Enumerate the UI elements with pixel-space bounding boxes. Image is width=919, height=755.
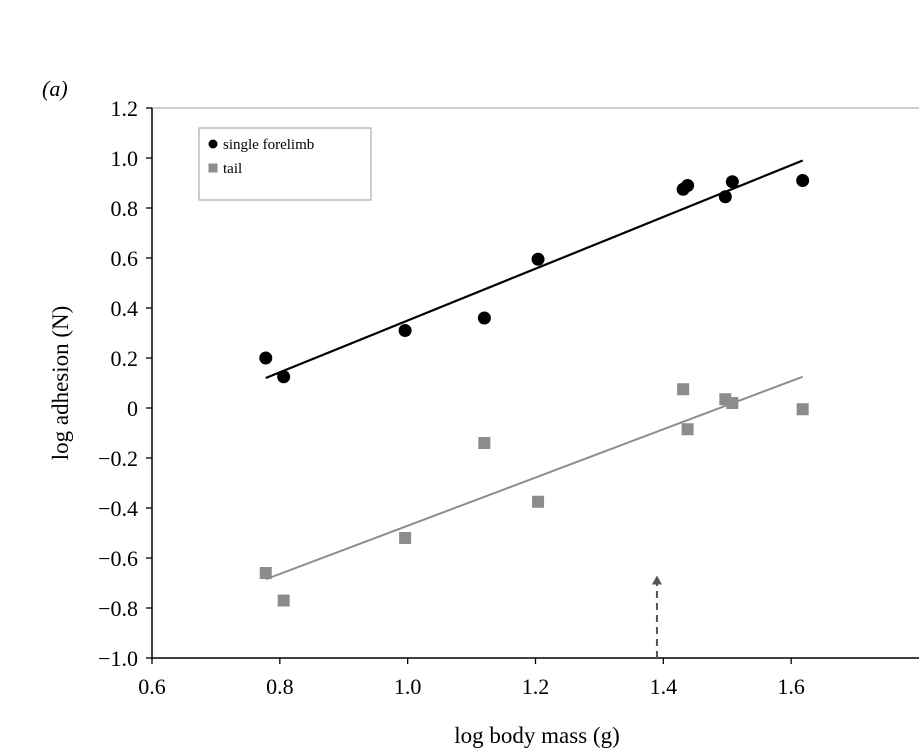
x-tick-label: 1.4 <box>650 674 678 699</box>
fit-line <box>265 159 804 380</box>
y-tick-label: 0.2 <box>111 346 139 371</box>
y-tick-label: 0.8 <box>111 196 139 221</box>
x-tick-label: 0.6 <box>138 674 166 699</box>
data-point <box>399 532 412 544</box>
data-point <box>532 495 545 508</box>
y-tick-label: 1.2 <box>111 96 139 121</box>
series-single-forelimb <box>259 159 810 384</box>
data-point <box>796 174 810 187</box>
x-axis-title: log body mass (g) <box>454 723 619 748</box>
data-point <box>681 179 695 192</box>
annotation-layer <box>651 575 662 658</box>
data-point <box>718 190 732 204</box>
data-point <box>677 383 690 396</box>
y-tick-label: −1.0 <box>98 646 138 671</box>
legend-label: tail <box>223 161 242 177</box>
x-tick-label: 1.0 <box>394 674 422 699</box>
data-point <box>277 594 290 607</box>
data-point <box>725 175 739 189</box>
x-tick-label: 1.2 <box>522 674 550 699</box>
data-point <box>681 423 694 436</box>
y-tick-label: 0.6 <box>111 246 139 271</box>
y-tick-label: 1.0 <box>111 146 139 171</box>
fit-line <box>265 375 804 581</box>
x-tick-label: 1.6 <box>777 674 805 699</box>
axes: 1.21.00.80.60.40.20−0.2−0.4−0.6−0.8−1.00… <box>98 96 919 699</box>
data-point <box>398 324 412 337</box>
legend-box <box>198 127 372 201</box>
x-tick-label: 0.8 <box>266 674 294 699</box>
legend-marker-circle <box>208 139 218 149</box>
legend-marker-square <box>208 163 218 173</box>
series-tail <box>259 375 809 607</box>
y-tick-label: −0.6 <box>98 546 138 571</box>
data-point <box>277 370 291 384</box>
legend-label: single forelimb <box>223 137 314 153</box>
y-axis-title: log adhesion (N) <box>48 306 73 461</box>
data-point <box>259 567 272 579</box>
y-tick-label: −0.2 <box>98 446 138 471</box>
y-tick-label: 0.4 <box>111 296 139 321</box>
data-point <box>259 351 273 365</box>
y-tick-label: 0 <box>127 396 138 421</box>
series-layer <box>259 159 810 607</box>
panel-label: (a) <box>42 76 68 101</box>
data-point <box>726 397 739 409</box>
y-tick-label: −0.8 <box>98 596 138 621</box>
data-point <box>477 311 491 325</box>
panel-label-letter: a <box>49 76 60 101</box>
data-point <box>531 252 545 266</box>
y-tick-label: −0.4 <box>98 496 138 521</box>
data-point <box>478 437 491 449</box>
legend: single forelimb tail <box>198 127 372 201</box>
dashed-arrow-head <box>651 575 662 585</box>
data-point <box>796 403 809 416</box>
